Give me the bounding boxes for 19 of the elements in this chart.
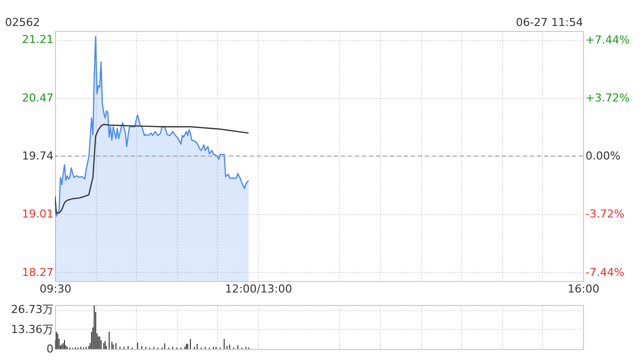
- x-tick-label: 12:00/13:00: [225, 282, 292, 296]
- x-tick-label: 16:00: [568, 282, 600, 296]
- x-tick-label: 09:30: [40, 282, 72, 296]
- y-tick-label: 26.73万: [11, 303, 54, 316]
- y2-tick-label: -3.72%: [586, 208, 624, 221]
- y2-tick-label: 0.00%: [586, 150, 620, 162]
- y-tick-label: 19.01: [22, 207, 54, 220]
- y2-tick-label: +3.72%: [586, 91, 630, 104]
- line-series: [55, 124, 250, 214]
- text: 06-27 11:54: [516, 16, 583, 29]
- y-tick-label: 19.74: [22, 150, 54, 162]
- y-tick-label: 13.36万: [11, 322, 54, 336]
- y-tick-label: 0: [46, 342, 54, 356]
- y2-tick-label: +7.44%: [586, 33, 630, 46]
- y-tick-label: 18.27: [22, 266, 54, 279]
- y-tick-label: 20.47: [22, 92, 54, 105]
- y-tick-label: 21.21: [22, 33, 54, 46]
- y2-tick-label: -7.44%: [586, 266, 624, 279]
- chart-title: 02562: [5, 16, 40, 29]
